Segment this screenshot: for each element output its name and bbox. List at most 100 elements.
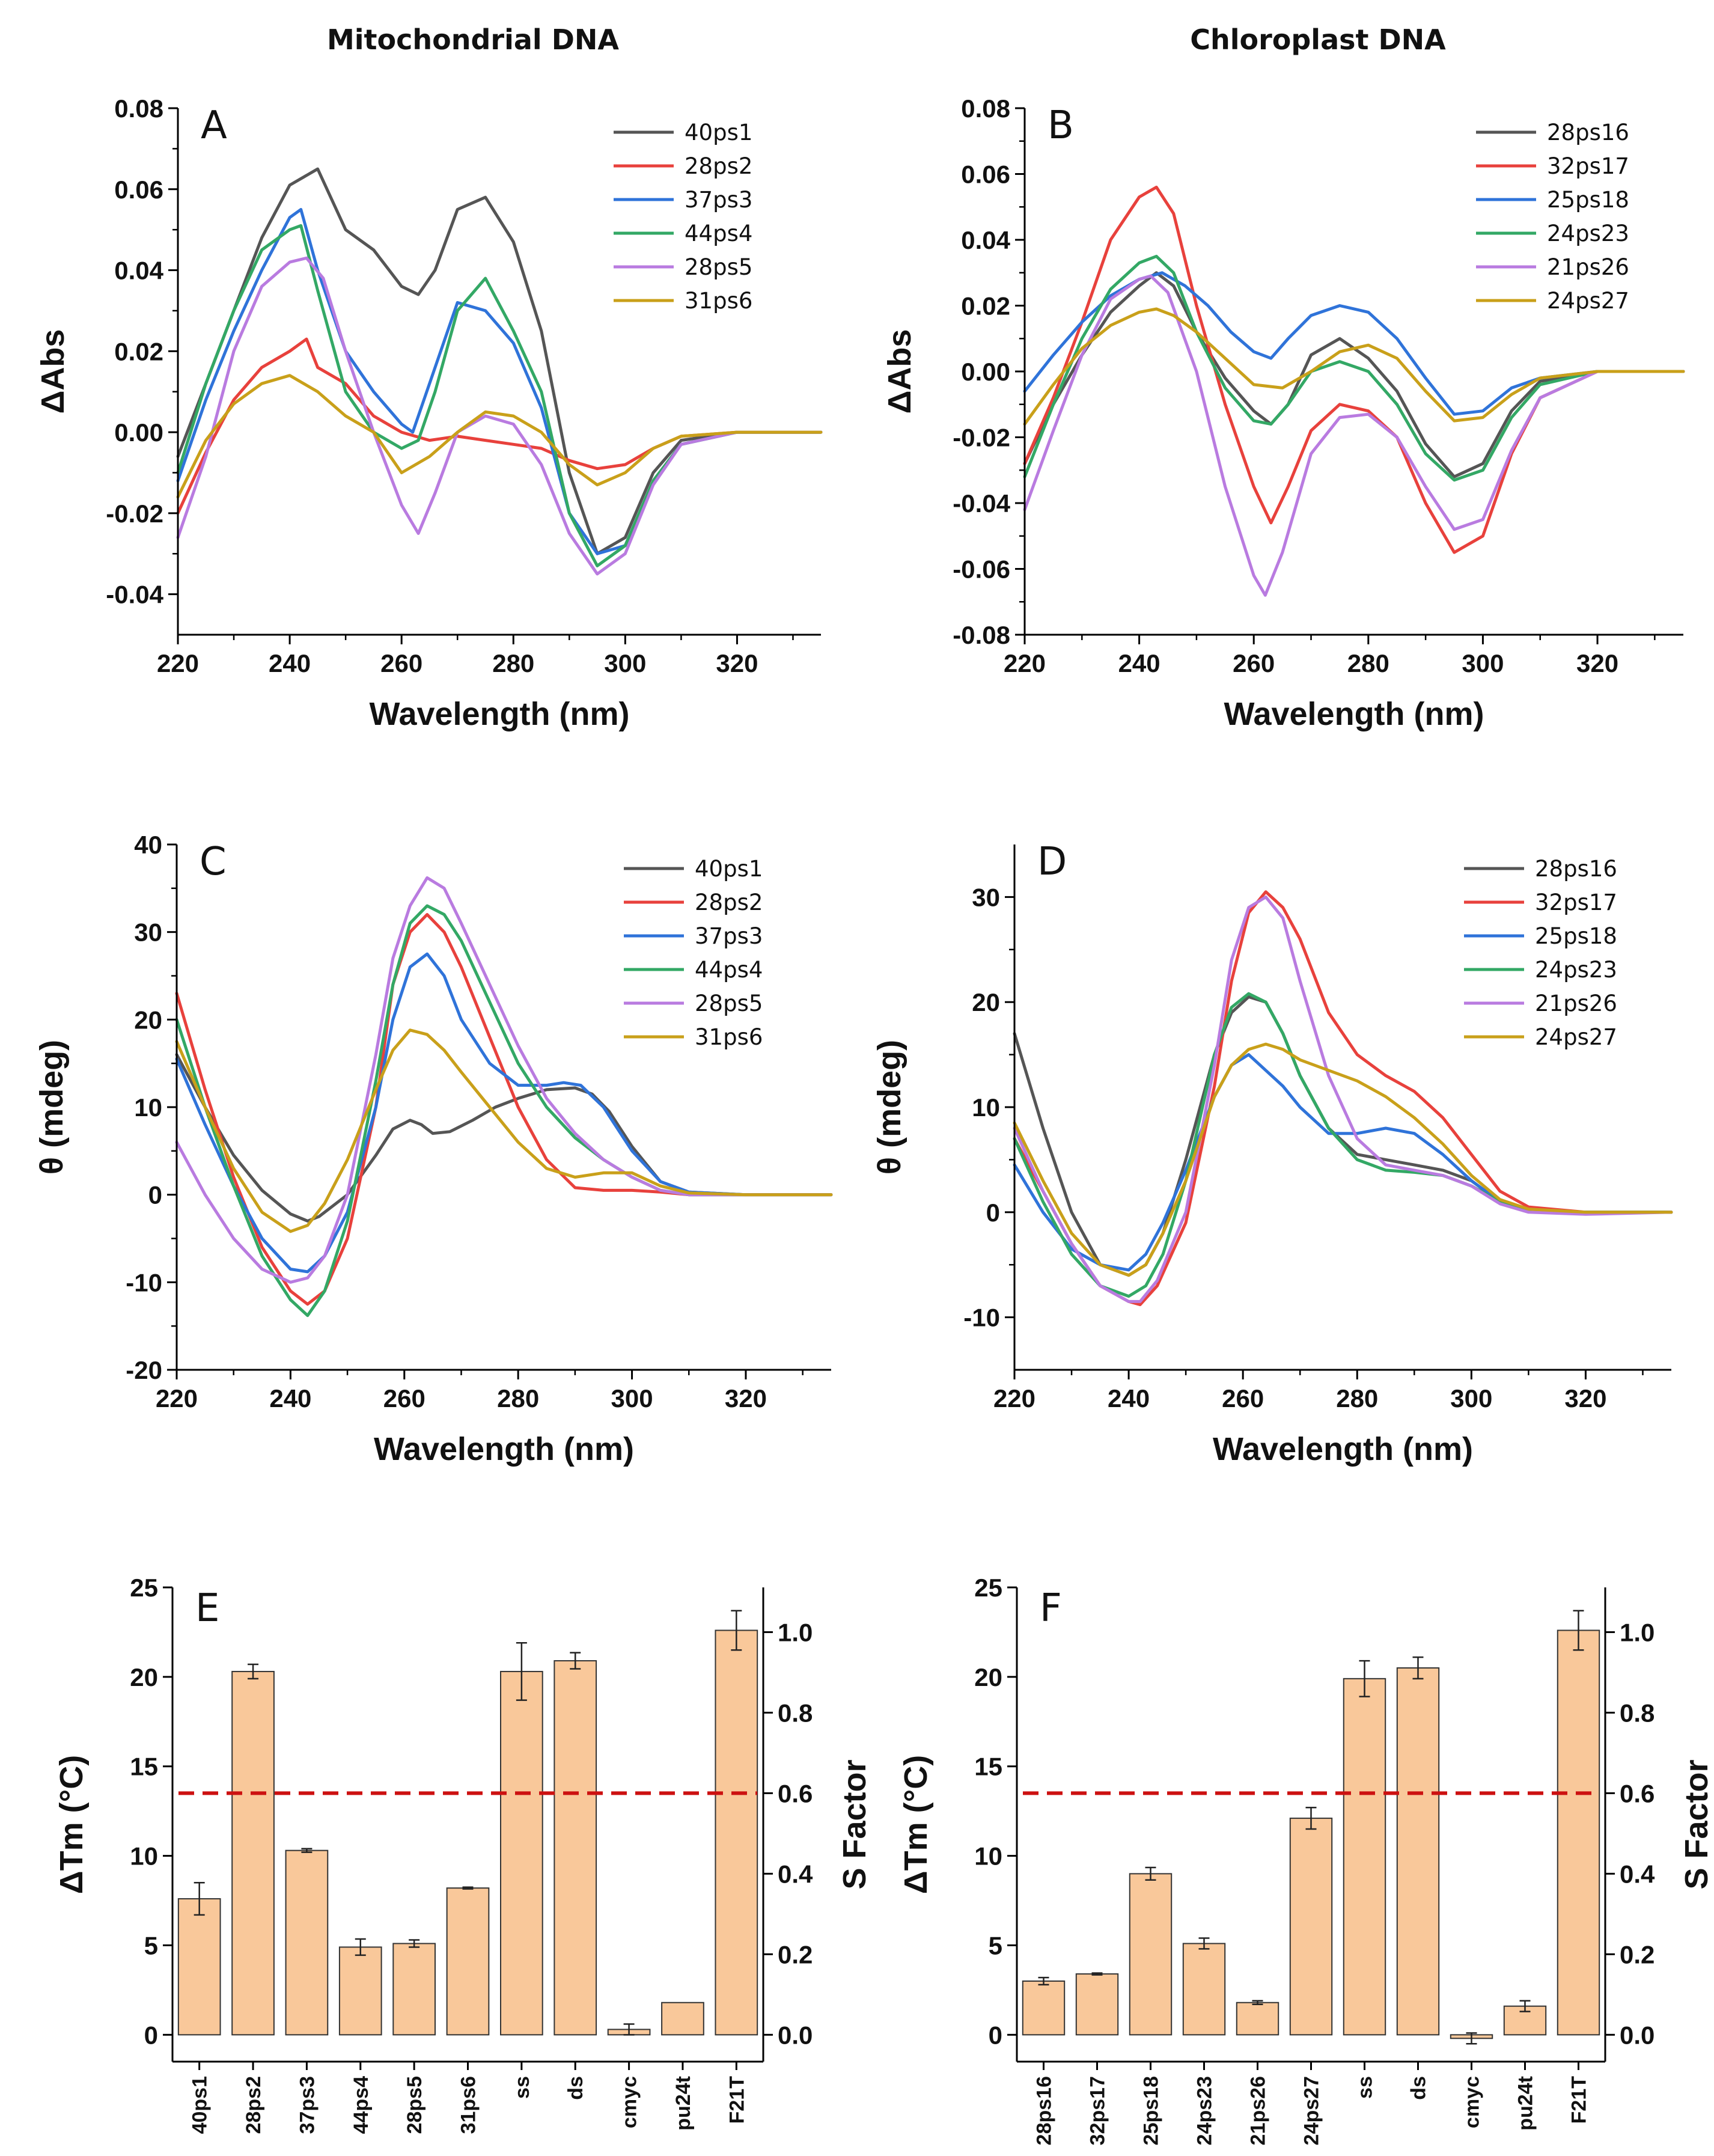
y-tick-label: 10 xyxy=(130,1842,158,1870)
legend-label: 40ps1 xyxy=(685,120,752,145)
y2-tick-label: 1.0 xyxy=(778,1618,813,1646)
y-tick-label: 10 xyxy=(972,1093,1000,1122)
x-tick-label: 320 xyxy=(1576,649,1618,677)
category-label: ds xyxy=(564,2076,587,2100)
series-line-37ps3 xyxy=(175,952,833,1274)
y-tick-label: 15 xyxy=(130,1753,158,1781)
panel-letter: F xyxy=(1040,1586,1062,1631)
legend-label: 37ps3 xyxy=(685,187,752,213)
legend-label: 28ps2 xyxy=(685,153,752,179)
legend-label: 32ps17 xyxy=(1547,153,1629,179)
y-tick-label: 30 xyxy=(972,883,1000,911)
legend-label: 28ps5 xyxy=(695,991,763,1016)
y2-tick-label: 0.8 xyxy=(778,1699,813,1727)
y-tick-label: 0.02 xyxy=(114,337,163,365)
series-line-40ps1 xyxy=(175,1053,833,1223)
y2-axis-label: S Factor xyxy=(1679,1759,1714,1889)
y-tick-label: 10 xyxy=(974,1842,1002,1870)
y-tick-label: 20 xyxy=(972,988,1000,1016)
x-tick-label: 220 xyxy=(993,1384,1035,1412)
category-label: 24ps23 xyxy=(1194,2076,1216,2145)
bar-40ps1 xyxy=(177,1898,221,2036)
x-tick-label: 240 xyxy=(269,1384,311,1412)
y-tick-label: 0.08 xyxy=(114,94,163,123)
x-tick-label: 300 xyxy=(604,649,646,677)
y2-tick-label: 0.4 xyxy=(1620,1860,1655,1888)
series-line-40ps1 xyxy=(176,167,823,555)
y2-tick-label: 0.0 xyxy=(1620,2021,1655,2049)
y-tick-label: 10 xyxy=(134,1093,162,1122)
y-tick-label: 5 xyxy=(144,1931,158,1959)
category-label: pu24t xyxy=(1514,2076,1537,2131)
x-tick-label: 320 xyxy=(1564,1384,1606,1412)
series-line-32ps17 xyxy=(1023,185,1685,554)
bar-32ps17 xyxy=(1075,1973,1119,2036)
panel-letter: A xyxy=(201,103,227,148)
category-label: F21T xyxy=(1568,2076,1591,2124)
category-label: cmyc xyxy=(618,2076,641,2128)
y2-tick-label: 0.6 xyxy=(778,1779,813,1807)
bar-25ps18 xyxy=(1129,1873,1173,2036)
x-tick-label: 300 xyxy=(1462,649,1504,677)
y-tick-label: 0 xyxy=(144,2021,158,2049)
bar-24ps23 xyxy=(1182,1943,1226,2036)
legend-label: 28ps2 xyxy=(695,890,763,915)
y2-tick-label: 0.8 xyxy=(1620,1699,1655,1727)
y-tick-label: -10 xyxy=(963,1304,1000,1332)
series-line-28ps2 xyxy=(176,337,823,515)
legend-label: 31ps6 xyxy=(695,1024,763,1050)
bar-ss xyxy=(1343,1678,1386,2036)
series-line-21ps26 xyxy=(1023,274,1685,597)
x-tick-label: 320 xyxy=(716,649,758,677)
x-tick-label: 260 xyxy=(380,649,422,677)
x-tick-label: 280 xyxy=(1347,649,1389,677)
y-axis-label: θ (mdeg) xyxy=(871,1040,907,1174)
x-tick-label: 220 xyxy=(1004,649,1046,677)
panel-letter: B xyxy=(1048,103,1074,148)
series-line-28ps5 xyxy=(175,876,833,1284)
x-axis-label: Wavelength (nm) xyxy=(369,696,629,732)
panel-C: 220 240 260 280 300 320 -20 -10 0 10 20 30 40 Wavelen… xyxy=(34,831,833,1467)
series-line-24ps23 xyxy=(1023,254,1685,482)
y-tick-label: -20 xyxy=(126,1356,162,1384)
y2-tick-label: 0.6 xyxy=(1620,1779,1655,1807)
y2-tick-label: 0.2 xyxy=(1620,1940,1655,1968)
bar-28ps16 xyxy=(1022,1980,1066,2036)
legend-label: 44ps4 xyxy=(685,221,752,246)
panel-B: 220 240 260 280 300 320 -0.08 -0.06 -0.04 -0.02 0.… xyxy=(882,94,1685,732)
y-tick-label: 20 xyxy=(974,1663,1002,1691)
legend-label: 40ps1 xyxy=(695,856,763,882)
panel-E: 40ps1 28ps2 37ps3 44ps4 28ps5 31ps6 ss ds cmyc pu… xyxy=(53,1574,873,2134)
charts-layer: 220 240 260 280 300 320-0.04-0.020.000.020.04… xyxy=(34,94,1714,2145)
bar-31ps6 xyxy=(446,1887,490,2036)
x-tick-label: 240 xyxy=(1118,649,1160,677)
y-tick-label: 0 xyxy=(148,1181,162,1209)
x-tick-label: 220 xyxy=(156,1384,198,1412)
panel-F: 28ps16 32ps17 25ps18 24ps23 21ps26 24ps27 ss ds… xyxy=(898,1574,1714,2145)
category-label: ss xyxy=(511,2076,534,2099)
x-tick-label: 260 xyxy=(1222,1384,1264,1412)
y-tick-label: 0 xyxy=(986,1199,1000,1227)
y-axis-label: ΔTm (°C) xyxy=(898,1755,934,1894)
bar-F21T xyxy=(1557,1629,1600,2036)
legend-label: 28ps16 xyxy=(1547,120,1629,145)
y-tick-label: -0.08 xyxy=(953,621,1010,649)
legend-label: 21ps26 xyxy=(1547,254,1629,280)
y-tick-label: -0.04 xyxy=(953,489,1010,518)
x-axis-label: Wavelength (nm) xyxy=(1224,696,1484,732)
bar-F21T xyxy=(715,1629,758,2036)
panel-A: 220 240 260 280 300 320 -0.04 -0.02 0.00 0.02 0.04… xyxy=(35,94,823,732)
legend-label: 24ps23 xyxy=(1547,221,1629,246)
panel-letter: E xyxy=(195,1586,219,1631)
column-title-mitochondrial: Mitochondrial DNA xyxy=(327,23,619,56)
panel-letter: D xyxy=(1037,840,1067,884)
category-label: 25ps18 xyxy=(1140,2076,1163,2145)
x-tick-label: 260 xyxy=(1233,649,1275,677)
legend-label: 24ps27 xyxy=(1535,1024,1617,1050)
y-tick-label: 0.04 xyxy=(961,226,1010,254)
y-tick-label: 40 xyxy=(134,831,162,859)
category-label: F21T xyxy=(725,2076,748,2124)
panel-D: 220 240 260 280 300 320 -10 0 10 20 30 Wavelength (… xyxy=(871,840,1673,1467)
legend-label: 25ps18 xyxy=(1547,187,1629,213)
legend-label: 32ps17 xyxy=(1535,890,1617,915)
